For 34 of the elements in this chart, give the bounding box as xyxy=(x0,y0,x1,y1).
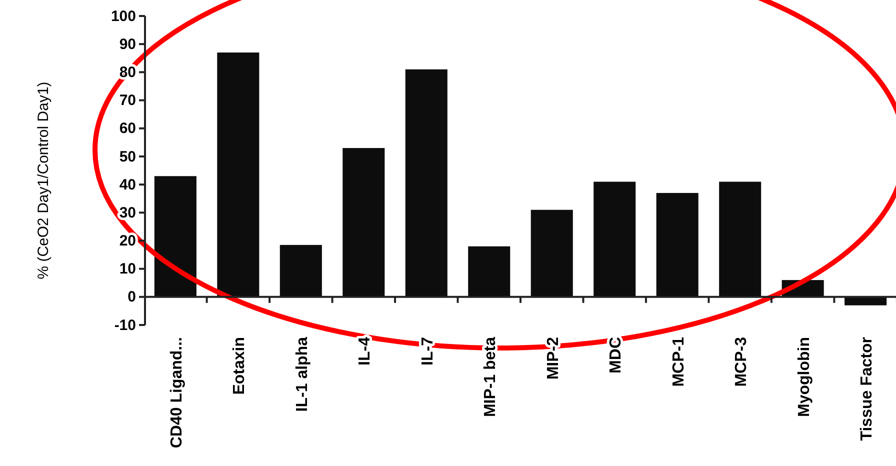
x-tick-label: IL-4 xyxy=(356,336,374,366)
y-tick-label: 90 xyxy=(119,36,136,53)
bar xyxy=(656,192,698,297)
y-tick-label: 30 xyxy=(119,204,136,222)
x-tick-label: IL-1 alpha xyxy=(294,336,311,412)
y-tick-label: 60 xyxy=(119,120,136,138)
bar xyxy=(342,148,385,297)
bar xyxy=(280,244,322,297)
bar xyxy=(594,182,636,297)
x-tick-label: MIP-1 beta xyxy=(482,336,500,418)
bar xyxy=(154,176,196,297)
y-tick-label: 10 xyxy=(119,260,136,278)
x-tick-label: Eotaxin xyxy=(231,337,248,395)
x-tick-label: MDC xyxy=(608,336,625,374)
x-tick-label: CD40 Ligand... xyxy=(168,337,186,448)
x-tick-label: MCP-1 xyxy=(670,336,688,387)
y-tick-label: -10 xyxy=(114,316,136,334)
x-tick-label: Tissue Factor xyxy=(858,337,876,441)
y-tick-label: 0 xyxy=(128,288,136,306)
x-tick-label: IL-7 xyxy=(419,336,436,366)
y-tick-label: 100 xyxy=(110,8,136,25)
x-tick-label: Myoglobin xyxy=(796,337,813,417)
bar xyxy=(405,69,448,297)
x-tick-label: MIP-2 xyxy=(544,336,562,380)
bar xyxy=(217,52,260,297)
bar xyxy=(468,246,510,297)
x-tick-label: MCP-3 xyxy=(733,336,750,387)
y-tick-label: 40 xyxy=(119,176,136,194)
bar xyxy=(530,210,573,297)
y-tick-label: 50 xyxy=(119,148,136,166)
y-tick-label: 70 xyxy=(119,92,136,110)
bar xyxy=(719,182,762,297)
y-axis-title: % (CeO2 Day1/Control Day1) xyxy=(35,82,52,280)
y-tick-label: 20 xyxy=(119,232,136,250)
